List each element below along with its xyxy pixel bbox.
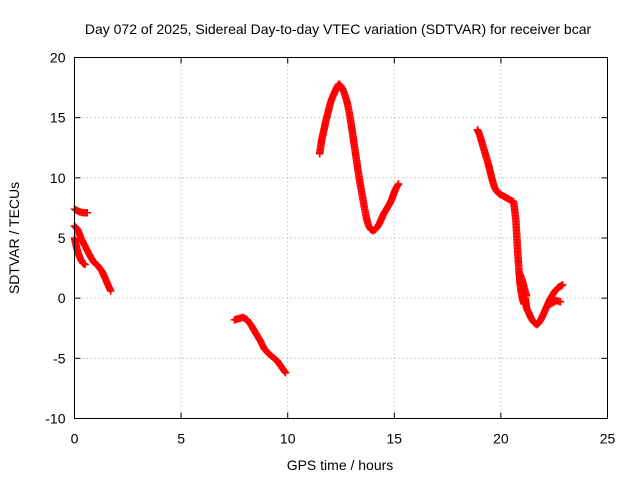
y-tick-label: 20: [50, 50, 66, 66]
y-tick-label: 15: [50, 110, 66, 126]
data-point: [81, 260, 89, 269]
data-point: [106, 287, 115, 295]
x-axis-label: GPS time / hours: [287, 457, 394, 473]
y-tick-label: 0: [58, 290, 66, 306]
data-point: [558, 281, 567, 289]
x-tick-label: 20: [493, 431, 509, 447]
y-axis-label: SDTVAR / TECUs: [6, 182, 22, 294]
x-tick-label: 10: [280, 431, 296, 447]
y-tick-label: 10: [50, 170, 66, 186]
y-tick-label: -5: [53, 350, 66, 366]
data-point: [394, 180, 403, 188]
y-tick-label: 5: [58, 230, 66, 246]
data-point: [83, 208, 92, 217]
data-point: [556, 298, 565, 306]
x-tick-label: 5: [177, 431, 185, 447]
chart-title: Day 072 of 2025, Sidereal Day-to-day VTE…: [85, 21, 592, 37]
axis-ticks: 0 5 10 15 20 25 -10 -5 0 5 10 15 20: [45, 50, 615, 447]
data-point: [280, 367, 289, 376]
plot-frame: [74, 57, 608, 419]
data-points: [70, 80, 567, 377]
data-point: [281, 369, 290, 377]
x-tick-label: 25: [600, 431, 616, 447]
grid: [74, 57, 608, 419]
x-tick-label: 0: [71, 431, 79, 447]
data-point: [522, 292, 531, 300]
y-tick-label: -10: [45, 411, 65, 427]
x-tick-label: 15: [387, 431, 403, 447]
